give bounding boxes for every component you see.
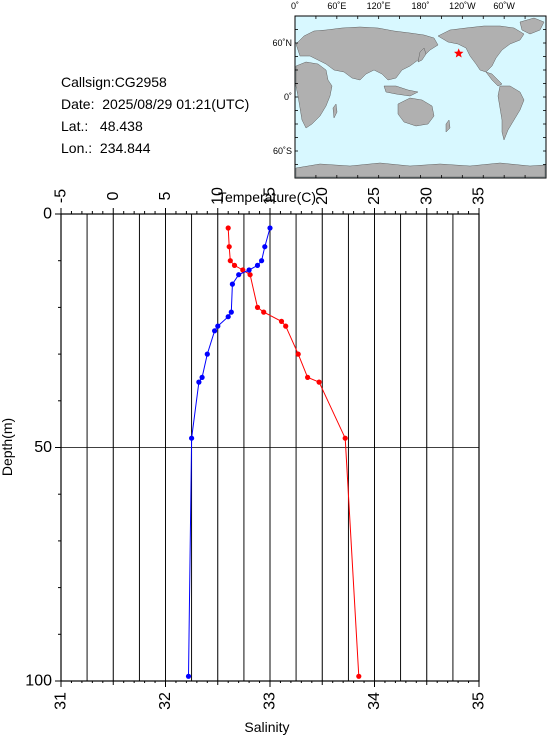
temperature-tick-label: 5	[157, 191, 174, 200]
landmass-greenland	[519, 17, 545, 35]
temperature-point	[356, 673, 362, 679]
landmass-north-america	[437, 25, 525, 73]
salinity-point	[196, 379, 202, 385]
salinity-point	[228, 309, 234, 315]
map-latitude-labels: 60˚N 0˚ 60˚S	[272, 38, 292, 156]
salinity-point	[215, 323, 221, 329]
temperature-point	[247, 272, 253, 278]
depth-tick-label: 0	[43, 206, 52, 223]
temperature-tick-label: 30	[418, 187, 435, 205]
temperature-axis-title: Temperature(C)	[218, 189, 316, 205]
landmass-africa	[295, 61, 333, 129]
map-land	[295, 17, 546, 178]
salinity-tick-label: 32	[157, 692, 174, 710]
temperature-point	[227, 258, 233, 264]
temperature-point	[240, 267, 246, 273]
landmass-indonesia	[383, 85, 419, 97]
salinity-point	[212, 328, 218, 334]
salinity-axis-title: Salinity	[244, 719, 289, 735]
depth-tick-label: 100	[25, 673, 52, 690]
map-latitude-label: 60˚N	[272, 38, 292, 48]
map-longitude-label: 180˚	[411, 1, 429, 11]
salinity-point	[262, 244, 268, 250]
depth-axis: 0 50 100	[25, 206, 61, 690]
landmass-central-america	[485, 71, 503, 87]
temperature-point	[226, 244, 232, 250]
temperature-tick-label: 20	[314, 187, 331, 205]
temperature-point	[283, 323, 289, 329]
landmass-antarctica	[295, 162, 546, 178]
salinity-point	[259, 258, 265, 264]
temperature-point	[231, 262, 238, 268]
landmass-new-zealand	[445, 119, 451, 133]
temperature-tick-label: 15	[262, 187, 279, 205]
temperature-tick-label: 10	[209, 187, 226, 205]
map-longitude-label: 0˚	[291, 1, 299, 11]
temperature-tick-label: -5	[53, 189, 70, 203]
map-longitude-labels: 0˚ 60˚E 120˚E 180˚ 120˚W 60˚W	[291, 1, 515, 11]
latitude-label: Lat.: 48.438	[61, 118, 143, 134]
salinity-point	[185, 673, 192, 679]
map-latitude-label: 60˚S	[273, 146, 292, 156]
map-longitude-label: 120˚E	[367, 1, 391, 11]
landmass-australia	[397, 97, 435, 127]
landmass-madagascar	[332, 103, 338, 119]
salinity-tick-label: 34	[366, 692, 383, 710]
salinity-axis: 31 32 33 34 35	[53, 681, 488, 710]
salinity-point	[246, 267, 252, 273]
temperature-point	[261, 309, 267, 315]
map-latitude-label: 0˚	[284, 92, 292, 102]
salinity-point	[267, 225, 273, 231]
temperature-point	[305, 374, 311, 380]
temperature-series	[225, 225, 362, 679]
temperature-axis: -5 0 5 10 15 20 25 30 35	[53, 187, 488, 214]
star-icon	[454, 48, 464, 58]
landmass-south-america	[497, 85, 525, 141]
salinity-line	[188, 227, 271, 677]
salinity-point	[199, 374, 205, 380]
salinity-point	[236, 272, 242, 278]
station-marker-icon	[454, 48, 464, 58]
depth-tick-label: 50	[34, 439, 52, 456]
temperature-tick-label: 35	[471, 187, 488, 205]
data-series	[185, 225, 362, 679]
salinity-point	[189, 435, 195, 441]
salinity-tick-label: 33	[262, 692, 279, 710]
temperature-point	[254, 304, 261, 310]
date-label: Date: 2025/08/29 01:21(UTC)	[61, 96, 250, 112]
salinity-point	[254, 262, 261, 268]
callsign-label: Callsign:CG2958	[61, 74, 167, 90]
salinity-point	[229, 281, 235, 287]
depth-axis-title: Depth(m)	[0, 418, 15, 476]
landmass-japan	[417, 47, 427, 63]
temperature-point	[342, 435, 348, 441]
temperature-point	[295, 351, 301, 357]
salinity-point	[204, 351, 210, 357]
map-ticks	[294, 15, 546, 179]
map-longitude-label: 120˚W	[449, 1, 476, 11]
world-map: 0˚ 60˚E 120˚E 180˚ 120˚W 60˚W 60˚N 0˚ 60˚S	[272, 1, 547, 179]
longitude-label: Lon.: 234.844	[61, 140, 151, 156]
salinity-point	[225, 314, 231, 320]
map-longitude-label: 60˚E	[327, 1, 346, 11]
temperature-point	[278, 318, 285, 324]
temperature-point	[225, 225, 231, 231]
temperature-point	[316, 379, 322, 385]
temperature-tick-label: 25	[366, 187, 383, 205]
temperature-tick-label: 0	[105, 191, 122, 200]
salinity-series	[185, 225, 273, 679]
salinity-tick-label: 31	[53, 692, 70, 710]
salinity-tick-label: 35	[471, 692, 488, 710]
map-longitude-label: 60˚W	[493, 1, 515, 11]
landmass-eurasia	[295, 26, 439, 81]
